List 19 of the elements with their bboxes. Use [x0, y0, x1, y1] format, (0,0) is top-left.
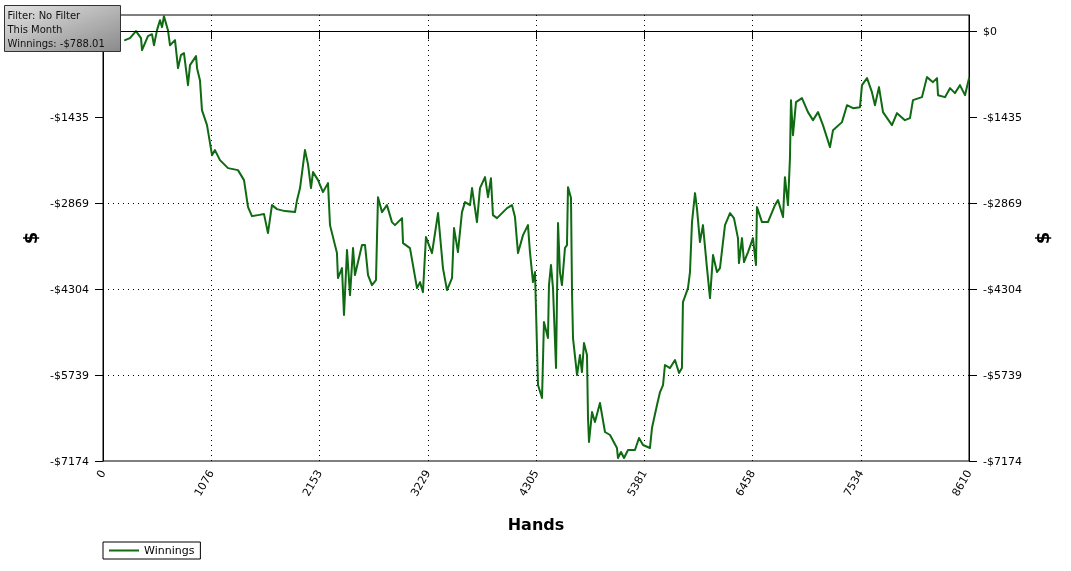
legend-label: Winnings: [144, 544, 195, 557]
y2-tick-label: -$5739: [983, 368, 1022, 382]
y-tick-label: -$1435: [50, 110, 89, 124]
y-tick-label: -$2869: [50, 196, 89, 210]
y-tick-label: -$5739: [50, 368, 89, 382]
x-tick-label: 0: [93, 467, 109, 481]
annotation: Winnings: -$788.01: [7, 38, 105, 49]
text: This Month: [6, 24, 63, 35]
y2-tick-label: $0: [983, 24, 997, 38]
y-tick-label: -$7174: [50, 454, 89, 468]
y2-tick-label: -$1435: [983, 110, 1022, 124]
text: Filter: No Filter: [7, 10, 82, 21]
y2-tick-label: -$4304: [983, 282, 1022, 296]
x-axis-title: Hands: [507, 514, 565, 534]
y-tick-label: -$4304: [50, 282, 89, 296]
y2-tick-label: -$7174: [983, 454, 1022, 468]
y2-tick-label: -$2869: [983, 196, 1022, 210]
y-axis-title: $: [19, 231, 41, 245]
y2-axis-title: $: [1031, 231, 1053, 245]
